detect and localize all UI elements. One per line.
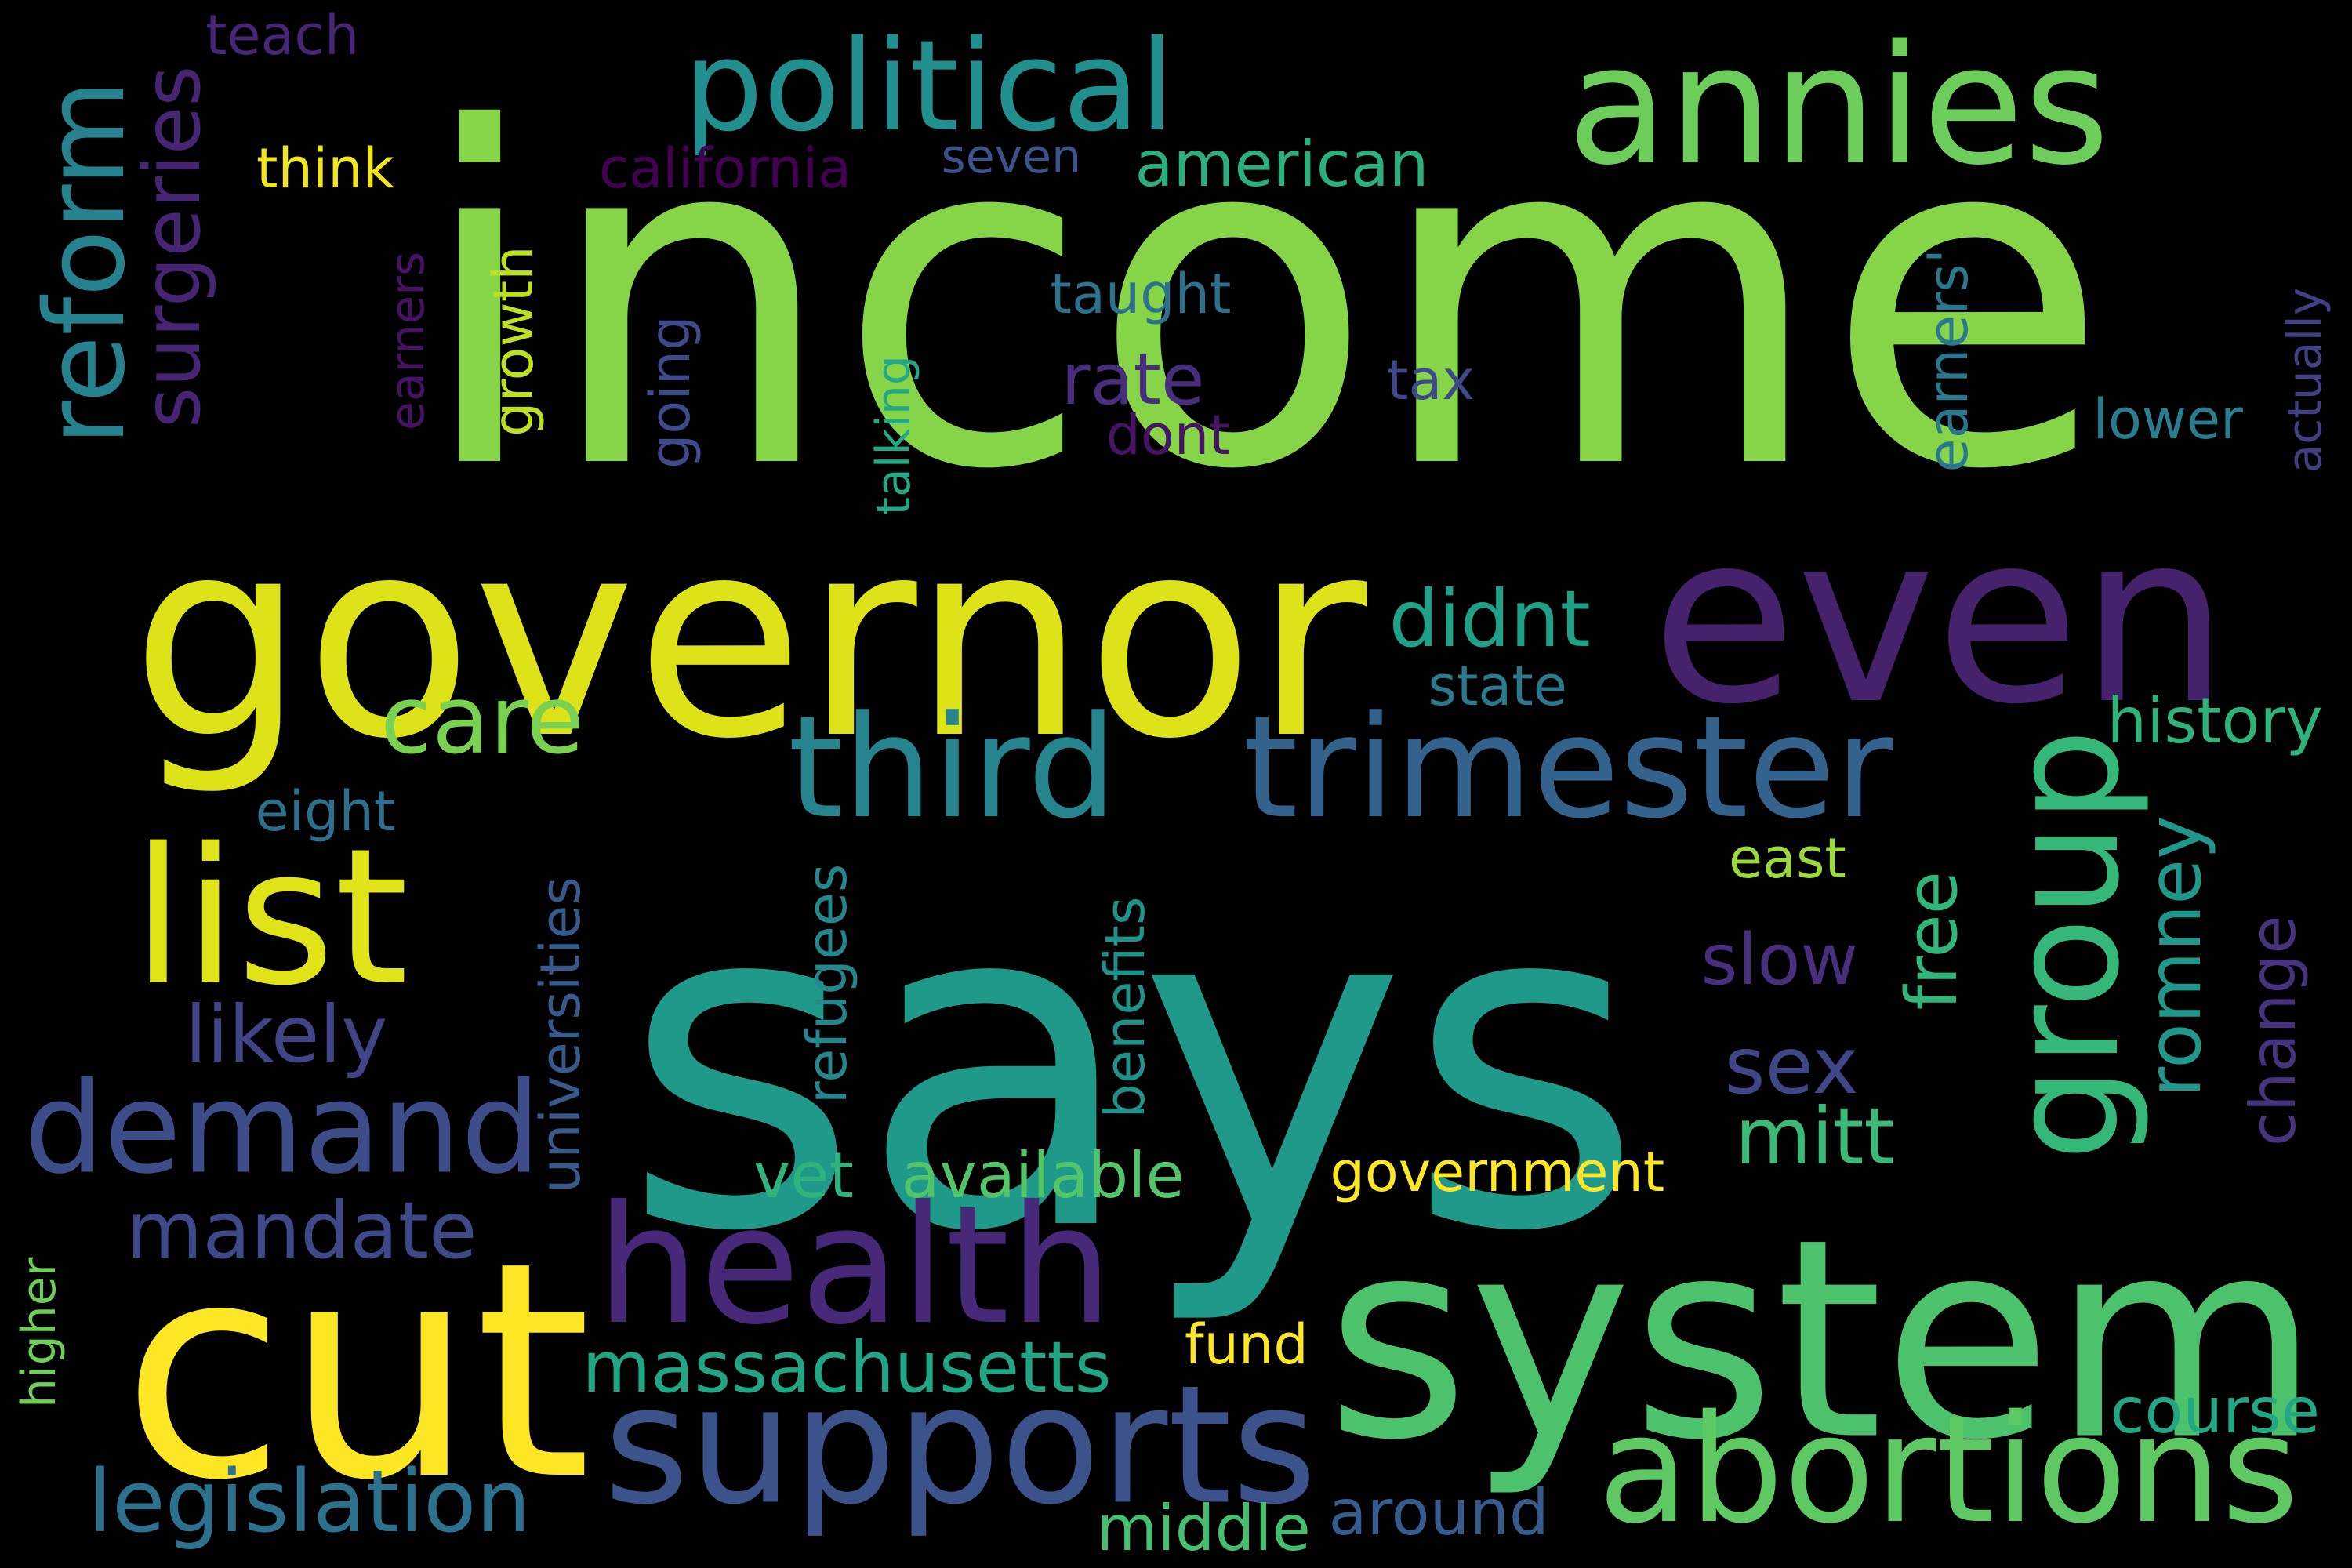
word-trimester: trimester [1243,686,1893,850]
word-rate: rate [1061,339,1205,421]
word-california: california [599,136,852,201]
word-history: history [2107,684,2323,757]
word-says: says [622,801,1644,1330]
word-taught: taught [1050,262,1232,326]
word-mitt: mitt [1735,1091,1895,1182]
word-higher: higher [12,1257,67,1408]
word-vet: vet [753,1139,854,1212]
word-state: state [1428,654,1567,718]
word-actually: actually [2278,287,2332,474]
word-cut: cut [122,1198,592,1545]
word-free: free [1891,871,1973,1011]
word-tax: tax [1387,348,1475,412]
word-around: around [1328,1476,1549,1549]
word-talking: talking [866,355,921,516]
word-seven: seven [941,129,1082,184]
word-growth: growth [481,245,546,437]
word-dont: dont [1105,403,1231,467]
word-slow: slow [1700,919,1859,1001]
word-group: group [1979,728,2152,1161]
word-even: even [1651,482,2230,756]
word-think: think [256,136,395,201]
word-available: available [901,1139,1185,1212]
word-political: political [684,13,1175,159]
word-annies: annies [1567,9,2110,201]
word-abortions: abortions [1598,1383,2299,1556]
word-eight: eight [255,779,396,844]
word-american: american [1134,128,1429,201]
word-list: list [132,808,409,1027]
word-health: health [596,1171,1113,1361]
word-government: government [1330,1140,1665,1204]
word-refugees: refugees [795,863,859,1104]
word-lower: lower [2092,387,2243,452]
word-sex: sex [1724,1020,1859,1112]
word-mandate: mandate [126,1185,477,1276]
word-legislation: legislation [88,1451,532,1552]
word-governor: governor [131,479,1367,799]
word-likely: likely [185,989,388,1080]
word-earners-possessive: earners' [1916,249,1980,473]
word-universities: universities [528,877,593,1193]
word-income: income [415,32,2110,571]
word-romney: romney [2132,815,2218,1098]
word-demand: demand [24,1054,541,1202]
word-system: system [1326,1179,2321,1501]
word-care: care [380,666,585,775]
word-benefits: benefits [1093,896,1157,1119]
word-surgeries: surgeries [126,65,218,428]
word-east: east [1729,826,1846,891]
word-reform: reform [22,79,150,446]
word-massachusetts: massachusetts [582,1327,1112,1409]
word-third: third [788,686,1117,850]
word-didnt: didnt [1388,573,1591,665]
word-going: going [638,315,702,469]
word-fund: fund [1185,1312,1308,1377]
word-supports: supports [604,1350,1317,1541]
word-course: course [2110,1374,2320,1447]
word-teach: teach [205,3,360,67]
word-middle: middle [1096,1492,1311,1565]
word-change: change [2237,915,2310,1146]
word-earners: earners [380,251,435,430]
